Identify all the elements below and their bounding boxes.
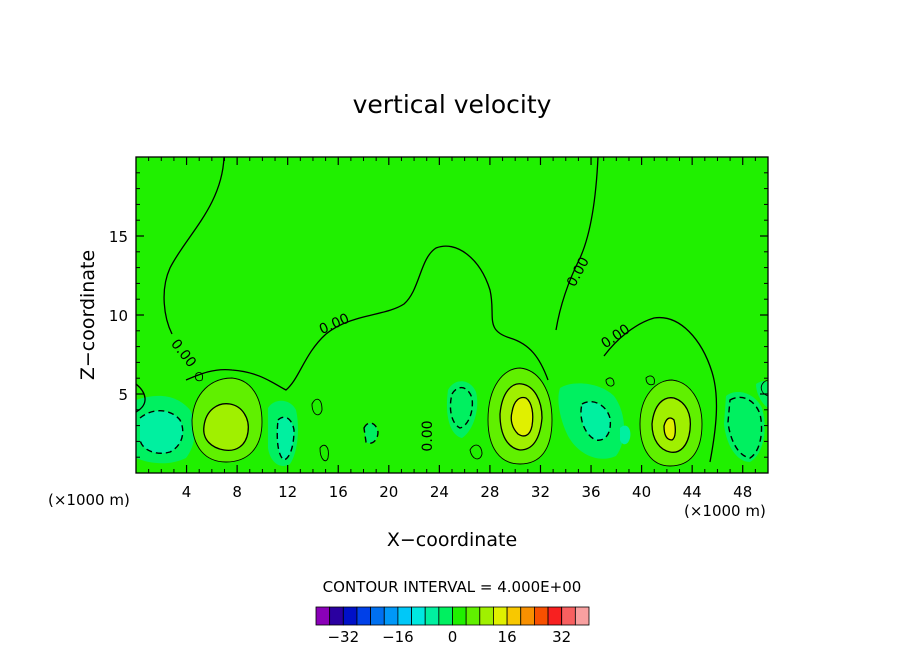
colorbar-swatch: [574, 606, 590, 626]
colorbar: −32 −16 0 16 32: [315, 606, 590, 646]
contour-edge-right: [760, 379, 769, 397]
colorbar-swatch: [547, 606, 563, 626]
x-tick-label: 32: [531, 483, 550, 501]
fill-region-neg-39: [620, 425, 631, 445]
contour-interval-text: CONTOUR INTERVAL = 4.000E+00: [323, 578, 582, 596]
contour-small-3: [469, 444, 483, 460]
x-unit-label-left: (×1000 m): [48, 491, 130, 509]
colorbar-swatch: [465, 606, 481, 626]
y-axis-label: Z−coordinate: [77, 250, 99, 380]
fill-region-pos-42-peak: [664, 418, 676, 440]
colorbar-swatch: [534, 606, 549, 626]
x-tick-label: 24: [430, 483, 449, 501]
contour-pos-7-outer: [191, 377, 263, 463]
colorbar-swatch: [397, 606, 412, 626]
contour-pos-30-mid: [499, 383, 543, 451]
fill-region-neg-47: [724, 392, 765, 462]
contour-pos-30-outer: [487, 367, 553, 465]
colorbar-swatch: [452, 606, 467, 626]
contour-pos-30-core: [510, 396, 534, 437]
contour-neg-18: [363, 422, 379, 444]
contour-small-5: [605, 377, 615, 387]
colorbar-tick-label: −32: [327, 628, 359, 646]
colorbar-swatch: [520, 606, 535, 626]
contour-neg-37: [580, 400, 612, 441]
contour-neg-26: [449, 387, 474, 429]
x-tick-label: 36: [581, 483, 600, 501]
x-tick-label: 20: [379, 483, 398, 501]
y-tick-label: 10: [109, 307, 128, 325]
colorbar-swatch: [493, 606, 508, 626]
contour-pos-42-core: [663, 417, 676, 441]
x-tick-label: 40: [632, 483, 651, 501]
zero-contour-right-plume: [555, 156, 599, 331]
colorbar-swatch: [479, 606, 494, 626]
y-axis-ticks: 5 10 15: [109, 172, 768, 458]
colorbar-tick-label: 32: [552, 628, 571, 646]
colorbar-swatch: [438, 606, 453, 626]
contour-small-6: [645, 375, 655, 386]
fill-region-pos-7-core: [203, 403, 249, 451]
colorbar-tick-label: 16: [498, 628, 517, 646]
y-tick-label: 15: [109, 228, 128, 246]
zero-contour-left-plume: [163, 156, 225, 335]
colorbar-swatch: [383, 606, 399, 626]
zero-contour-right-cell: [603, 317, 718, 463]
filled-contours: [136, 368, 768, 467]
x-axis-label: X−coordinate: [387, 529, 517, 551]
contour-pos-7-inner: [203, 403, 249, 452]
fill-region-neg-37-core: [580, 401, 611, 441]
colorbar-swatch: [561, 606, 576, 626]
x-tick-label: 48: [733, 483, 752, 501]
colorbar-tick-label: 0: [448, 628, 458, 646]
colorbar-tick-label: −16: [382, 628, 414, 646]
colorbar-swatch: [411, 606, 426, 626]
fill-region-neg-26: [446, 381, 478, 438]
contour-label: 0.00: [420, 420, 436, 451]
chart-title: vertical velocity: [353, 90, 552, 119]
colorbar-swatch: [506, 606, 522, 626]
colorbar-swatch: [424, 606, 440, 626]
fill-region-neg-left-core: [140, 410, 183, 454]
x-tick-label: 16: [329, 483, 348, 501]
x-tick-label: 12: [278, 483, 297, 501]
colorbar-swatch: [356, 606, 372, 626]
x-axis-ticks: 4 8 12 16 20 24 28 32 36 40 44 48: [148, 157, 756, 501]
colorbar-swatch: [329, 606, 344, 626]
contour-small-2: [319, 444, 329, 462]
contour-neg-47: [727, 396, 763, 459]
fill-region-neg-12-core: [277, 417, 294, 460]
colorbar-swatch: [342, 606, 358, 626]
colorbar-swatch: [315, 606, 331, 626]
contour-lines: [135, 156, 769, 467]
fill-region-pos-30-core: [511, 397, 533, 436]
x-tick-label: 8: [232, 483, 242, 501]
fill-region-neg-18: [364, 423, 378, 444]
contour-small-1: [311, 398, 323, 416]
x-tick-label: 28: [480, 483, 499, 501]
contour-small-4: [195, 371, 203, 382]
x-tick-label: 44: [683, 483, 702, 501]
contour-neg-12: [276, 416, 295, 461]
x-tick-label: 4: [182, 483, 192, 501]
zero-contour-mid-plume: [185, 245, 549, 391]
contour-pos-42-outer: [639, 379, 703, 467]
colorbar-swatch: [370, 606, 385, 626]
x-unit-label-right: (×1000 m): [684, 502, 766, 520]
plot-area: 0.00 0.00 0.00 0.00 0.00 4 8 12 16 20 24 28 32 3…: [109, 156, 769, 501]
y-tick-label: 5: [118, 386, 128, 404]
contour-neg-left: [139, 410, 184, 454]
contour-pos-42-mid: [651, 397, 692, 453]
